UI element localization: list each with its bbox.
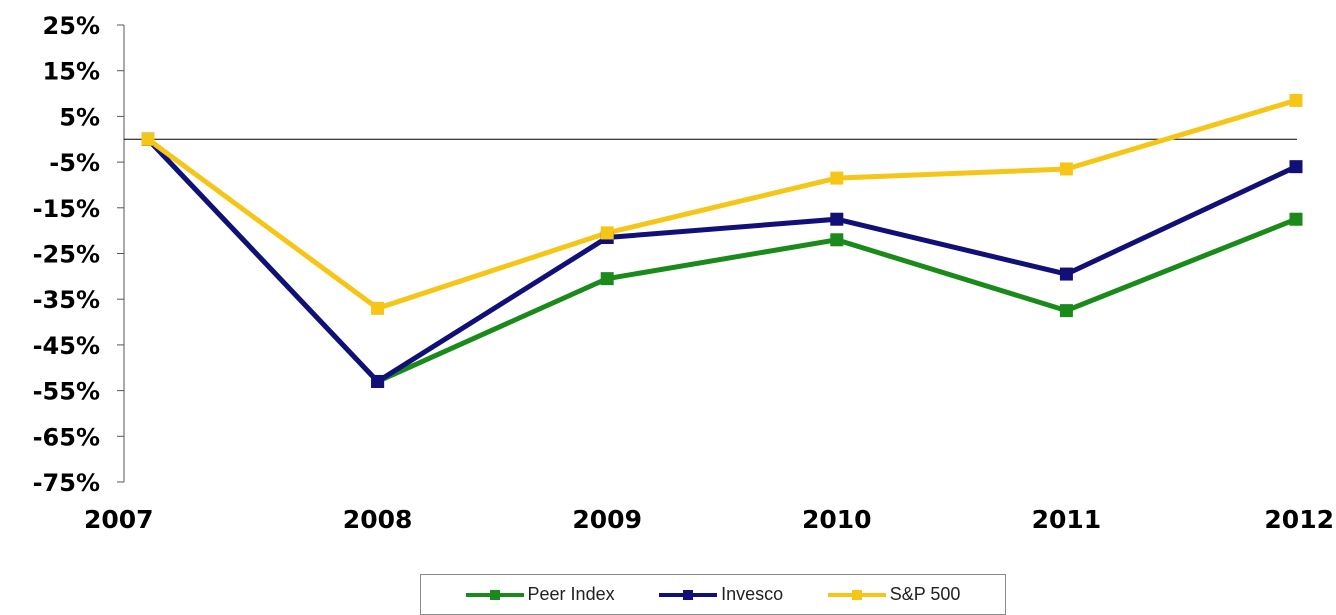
y-tick-label: -15% (33, 195, 100, 223)
legend-swatch (659, 588, 718, 602)
x-axis: 2007 2008 2009 2010 2011 2012 (84, 138, 1334, 534)
y-tick-label: -5% (49, 149, 100, 177)
data-point (830, 233, 844, 247)
data-point (600, 272, 614, 286)
legend-swatch (465, 588, 524, 602)
data-point (830, 212, 844, 226)
data-point (1289, 212, 1303, 226)
series-line-0 (146, 137, 1297, 385)
line-chart: 25%15%5%-5%-15%-25%-35%-45%-55%-65%-75% … (33, 12, 1334, 534)
x-tick-label: 2009 (572, 505, 642, 534)
y-tick-label: -25% (33, 241, 100, 269)
y-axis: 25% 15% 5% -5% -15% -25% -35% -45% -55% -65% -75% (33, 12, 125, 497)
y-tick-label: 25% (43, 12, 100, 40)
legend-swatch (827, 588, 886, 602)
legend-label: Peer Index (527, 584, 615, 604)
data-point (1289, 160, 1303, 174)
legend-item: Invesco (659, 584, 783, 605)
x-tick-label: 2007 (84, 505, 154, 534)
y-tick-label: -65% (33, 423, 100, 451)
y-tick-label: -35% (33, 286, 100, 314)
legend-item: S&P 500 (827, 584, 961, 605)
series-lines (141, 93, 1303, 388)
data-point (371, 301, 385, 315)
y-tick-label: -45% (33, 332, 100, 360)
data-point (141, 132, 155, 146)
legend: Peer Index Invesco S&P 500 (420, 574, 1006, 615)
data-point (1059, 267, 1073, 281)
data-point (371, 374, 385, 388)
legend-label: Invesco (721, 584, 784, 604)
data-point (1059, 304, 1073, 318)
x-tick-label: 2011 (1032, 505, 1102, 534)
y-tick-label: 15% (43, 58, 100, 86)
x-tick-label: 2012 (1264, 505, 1334, 534)
series-line-2 (146, 98, 1297, 312)
y-tick-label: -75% (33, 469, 100, 497)
legend-label: S&P 500 (889, 584, 961, 604)
y-tick-label: -55% (33, 378, 100, 406)
data-point (830, 171, 844, 185)
legend-item: Peer Index (465, 584, 615, 605)
series-line-1 (146, 137, 1298, 385)
y-tick-label: 5% (59, 103, 100, 131)
x-tick-label: 2010 (802, 505, 872, 534)
data-point (600, 226, 614, 240)
data-point (1059, 162, 1073, 176)
x-tick-label: 2008 (343, 505, 413, 534)
data-point (1289, 93, 1303, 107)
